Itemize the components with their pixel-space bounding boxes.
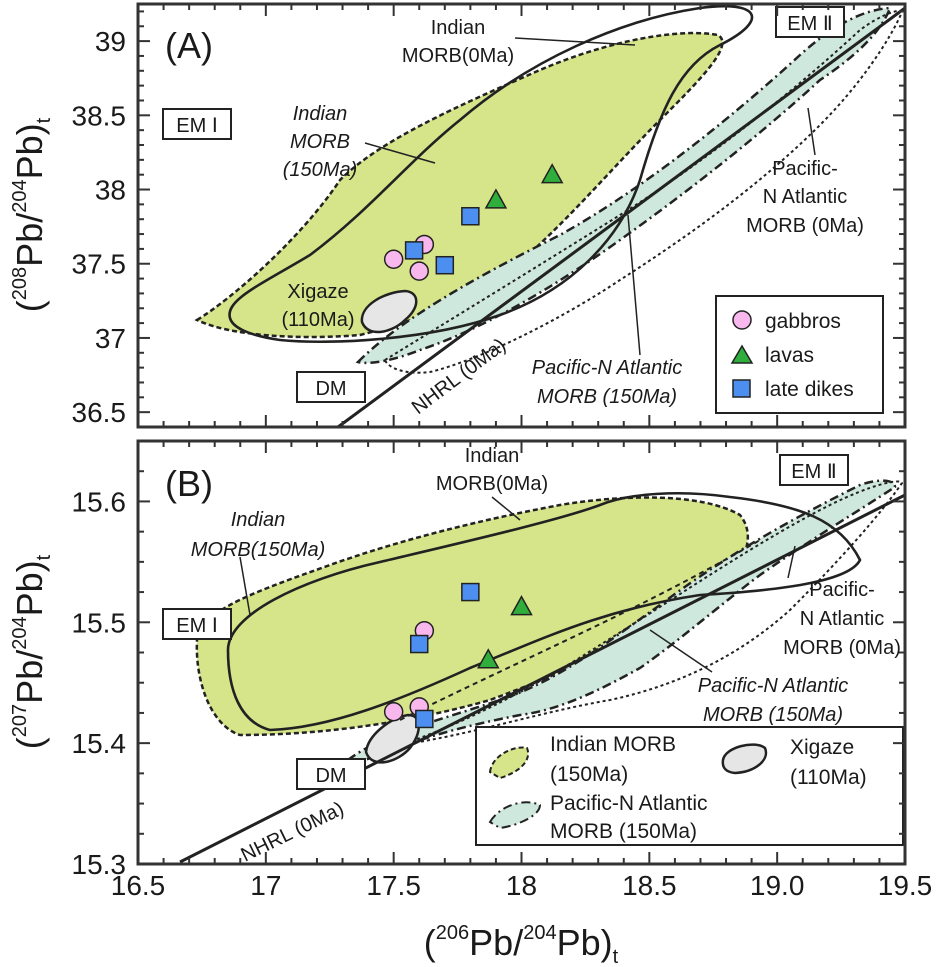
legend-indian-swatch (488, 746, 530, 780)
indian-150ma-label-line2: MORB (290, 131, 350, 153)
points-b (383, 582, 533, 729)
indian-0ma-label-b-line1: Indian (465, 445, 520, 467)
legend-dike-marker (732, 379, 751, 398)
point-gabbros (383, 701, 404, 722)
legend-xigaze-line1: Xigaze (790, 736, 854, 759)
indian-0ma-label-line2: MORB(0Ma) (402, 45, 514, 67)
indian-150ma-label-b-line2: MORB(150Ma) (191, 539, 325, 561)
x-tick-label: 19.0 (750, 870, 805, 901)
legend-dikes: late dikes (765, 378, 854, 401)
indian-150ma-label-line3: (150Ma) (283, 159, 357, 181)
y-tick-label: 36.5 (72, 397, 127, 428)
pacific-150ma-label-b-line1: Pacific-N Atlantic (698, 675, 848, 697)
ticks-a: 39 38.5 38 37.5 37 36.5 (72, 4, 906, 428)
ticks-b: 15.6 15.5 15.4 15.3 (72, 440, 906, 880)
y-tick-label: 15.3 (72, 849, 127, 880)
indian-150ma-field-b (195, 496, 750, 737)
panel-a-label: (A) (165, 25, 213, 66)
dm-label-b: DM (315, 765, 346, 787)
point-late-dikes (461, 582, 480, 602)
legend-gabbro-marker (732, 310, 752, 330)
legend-gabbros: gabbros (765, 310, 841, 333)
indian-0ma-label-b-line2: MORB(0Ma) (436, 473, 548, 495)
em1-label-b: EM Ⅰ (176, 615, 217, 637)
indian-0ma-field-b (226, 491, 862, 732)
panel-b: Indian MORB(0Ma) Indian MORB(150Ma) Paci… (72, 439, 907, 880)
legend-pacific-swatch (488, 801, 542, 830)
panel-b-label: (B) (165, 463, 213, 504)
pacific-0ma-label-line2: N Atlantic (763, 186, 847, 208)
pacific-150ma-field-b (345, 479, 897, 763)
y-tick-label: 37 (95, 323, 126, 354)
indian-150ma-label-b-line1: Indian (231, 509, 286, 531)
pacific-0ma-label-b-line1: Pacific- (809, 579, 875, 601)
legend-xigaze-swatch (721, 743, 768, 775)
em1-label: EM Ⅰ (176, 115, 217, 137)
y-tick-label: 38 (95, 175, 126, 206)
x-tick-labels: 16.5 17 17.5 18 18.5 19.0 19.5 (111, 870, 933, 901)
point-lavas (484, 188, 508, 209)
legend-xigaze-line2: (110Ma) (790, 766, 867, 789)
pacific-150ma-label-line1: Pacific-N Atlantic (532, 357, 682, 379)
x-tick-label: 16.5 (111, 870, 166, 901)
x-tick-label: 18 (506, 870, 537, 901)
pacific-150ma-label-line2: MORB (150Ma) (537, 386, 677, 408)
x-tick-label: 19.5 (878, 870, 933, 901)
pacific-150ma-label-b-line2: MORB (150Ma) (703, 704, 843, 726)
pacific-0ma-label-line3: MORB (0Ma) (746, 215, 864, 237)
indian-0ma-field (228, 4, 754, 344)
nhrl-line (337, 6, 906, 429)
y-tick-label: 38.5 (72, 100, 127, 131)
y-tick-label: 15.5 (72, 607, 127, 638)
dm-label: DM (315, 378, 346, 400)
legend-lavas: lavas (765, 344, 814, 367)
x-tick-label: 17.5 (366, 870, 421, 901)
xigaze-field (360, 289, 418, 334)
point-late-dikes (409, 634, 429, 654)
legend-indian-line2: (150Ma) (550, 763, 628, 786)
indian-150ma-field (194, 31, 724, 339)
y-tick-label: 39 (95, 26, 126, 57)
y-tick-label: 15.6 (72, 486, 127, 517)
pacific-0ma-field-b (399, 480, 904, 746)
y-tick-label: 15.4 (72, 728, 127, 759)
point-late-dikes (404, 241, 424, 260)
pacific-0ma-field (383, 10, 904, 374)
point-late-dikes (461, 206, 480, 226)
pacific-0ma-label-b-line2: N Atlantic (800, 608, 884, 630)
indian-150ma-label-line1: Indian (293, 103, 348, 125)
point-gabbros (383, 249, 404, 270)
y-axis-title-a: (208Pb/204Pb)t (9, 117, 55, 312)
legend-lava-marker (730, 344, 754, 364)
point-late-dikes (415, 709, 434, 729)
legend-b: Indian MORB (150Ma) Xigaze (110Ma) Pacif… (475, 726, 904, 846)
indian-0ma-label-line1: Indian (431, 17, 486, 39)
legend-a: gabbros lavas late dikes (715, 295, 884, 414)
x-tick-label: 17 (250, 870, 281, 901)
x-tick-label: 18.5 (622, 870, 677, 901)
y-axis-title-b: (207Pb/204Pb)t (9, 554, 55, 749)
y-tick-label: 37.5 (72, 249, 127, 280)
points-a (383, 163, 564, 281)
pacific-0ma-label-line1: Pacific- (772, 158, 838, 180)
xigaze-label-line2: (110Ma) (282, 309, 355, 331)
x-axis-title: (206Pb/204Pb)t (424, 922, 619, 967)
point-late-dikes (435, 255, 455, 275)
point-lavas (540, 163, 564, 184)
xigaze-label-line1: Xigaze (287, 281, 348, 303)
em2-label: EM Ⅱ (787, 13, 832, 35)
point-lavas (510, 595, 533, 616)
point-lavas (476, 648, 500, 669)
legend-indian-line1: Indian MORB (550, 733, 676, 756)
pacific-0ma-label-b-line3: MORB (0Ma) (783, 637, 901, 659)
point-gabbros (409, 261, 429, 281)
nhrl-label-b: NHRL (0Ma) (238, 798, 348, 867)
em2-label-b: EM Ⅱ (791, 461, 836, 483)
legend-pacific-line2: MORB (150Ma) (550, 820, 697, 843)
mixing-line-b (399, 539, 761, 721)
nhrl-line-b (179, 493, 906, 864)
legend-pacific-line1: Pacific-N Atlantic (550, 792, 708, 815)
panel-a: Indian MORB(0Ma) Indian MORB (150Ma) Pac… (72, 2, 907, 429)
